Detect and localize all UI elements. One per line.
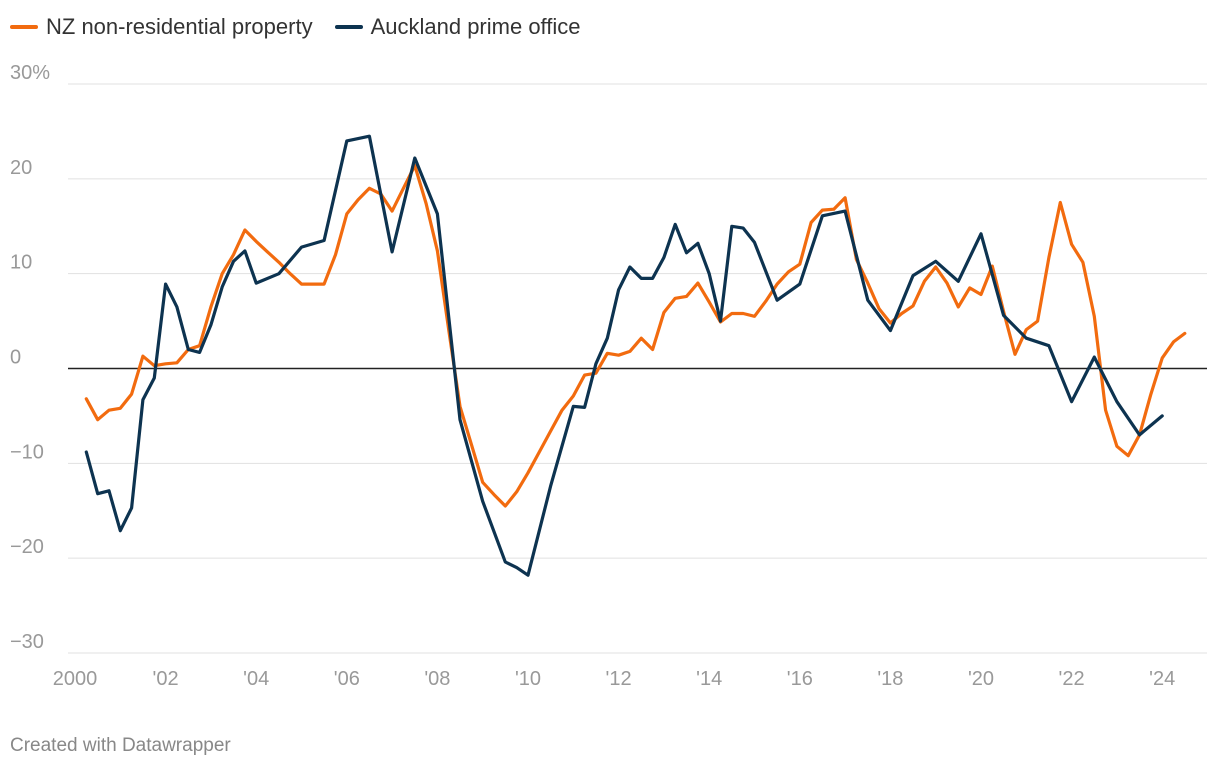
x-tick-label: '12 (606, 668, 632, 690)
y-tick-label: 10 (10, 252, 32, 274)
x-tick-label: '06 (334, 668, 360, 690)
x-tick-label: '04 (243, 668, 269, 690)
x-tick-label: '20 (968, 668, 994, 690)
y-tick-label: 30% (10, 62, 50, 84)
x-tick-label: '10 (515, 668, 541, 690)
x-tick-label: '08 (424, 668, 450, 690)
legend-swatch-auckland-prime-office (334, 25, 363, 29)
legend: NZ non-residential property Auckland pri… (10, 14, 603, 40)
x-tick-label: '18 (877, 668, 903, 690)
legend-swatch-nz-non-residential (10, 25, 38, 29)
series-line-auckland-prime-office (84, 134, 1164, 577)
y-axis-tick-labels: 30% 20 10 0 −10 −20 −30 (10, 62, 50, 653)
series-lines (84, 134, 1187, 577)
y-tick-label: 20 (10, 157, 32, 179)
y-tick-label: −20 (10, 536, 44, 558)
y-tick-label: 0 (10, 347, 21, 369)
x-tick-label: '16 (787, 668, 813, 690)
x-tick-label: 2000 (53, 668, 98, 690)
legend-label-auckland-prime-office: Auckland prime office (370, 14, 581, 39)
x-axis-tick-labels: 2000 '02 '04 '06 '08 '10 '12 '14 '16 '18 '20 '22 '24 (53, 668, 1175, 690)
x-tick-label: '14 (696, 668, 722, 690)
series-line-nz-non-residential (84, 164, 1187, 508)
x-tick-label: '24 (1149, 668, 1175, 690)
legend-label-nz-non-residential: NZ non-residential property (46, 14, 313, 39)
footer-credit: Created with Datawrapper (10, 735, 231, 756)
x-tick-label: '02 (153, 668, 179, 690)
y-tick-label: −30 (10, 631, 44, 653)
x-tick-label: '22 (1059, 668, 1085, 690)
gridlines (68, 83, 1207, 654)
line-chart: 30% 20 10 0 −10 −20 −30 2000 '02 '04 '06 '08 '10 '12… (10, 62, 1207, 690)
legend-item-auckland-prime-office: Auckland prime office (334, 14, 581, 40)
y-tick-label: −10 (10, 441, 44, 463)
legend-item-nz-non-residential: NZ non-residential property (10, 14, 313, 40)
